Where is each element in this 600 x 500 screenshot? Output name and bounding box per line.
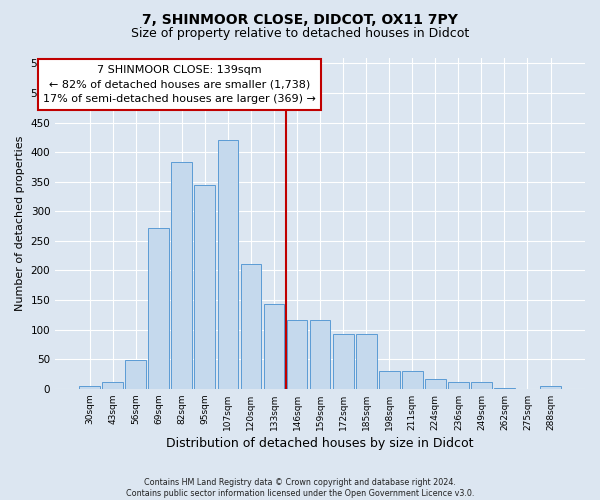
Bar [102,382,123,389]
Text: 7, SHINMOOR CLOSE, DIDCOT, OX11 7PY: 7, SHINMOOR CLOSE, DIDCOT, OX11 7PY [142,12,458,26]
Bar [263,304,284,389]
Text: 7 SHINMOOR CLOSE: 139sqm
← 82% of detached houses are smaller (1,738)
17% of sem: 7 SHINMOOR CLOSE: 139sqm ← 82% of detach… [43,64,316,104]
Bar [540,386,561,389]
Bar [402,371,422,389]
Bar [287,320,307,389]
X-axis label: Distribution of detached houses by size in Didcot: Distribution of detached houses by size … [166,437,474,450]
Bar [172,162,192,389]
Bar [79,386,100,389]
Bar [125,360,146,389]
Bar [448,382,469,389]
Bar [379,371,400,389]
Bar [425,379,446,389]
Bar [241,264,262,389]
Y-axis label: Number of detached properties: Number of detached properties [15,136,25,311]
Bar [333,334,353,389]
Text: Contains HM Land Registry data © Crown copyright and database right 2024.
Contai: Contains HM Land Registry data © Crown c… [126,478,474,498]
Bar [310,320,331,389]
Bar [148,228,169,389]
Bar [494,388,515,389]
Bar [471,382,492,389]
Bar [194,184,215,389]
Text: Size of property relative to detached houses in Didcot: Size of property relative to detached ho… [131,28,469,40]
Bar [356,334,377,389]
Bar [218,140,238,389]
